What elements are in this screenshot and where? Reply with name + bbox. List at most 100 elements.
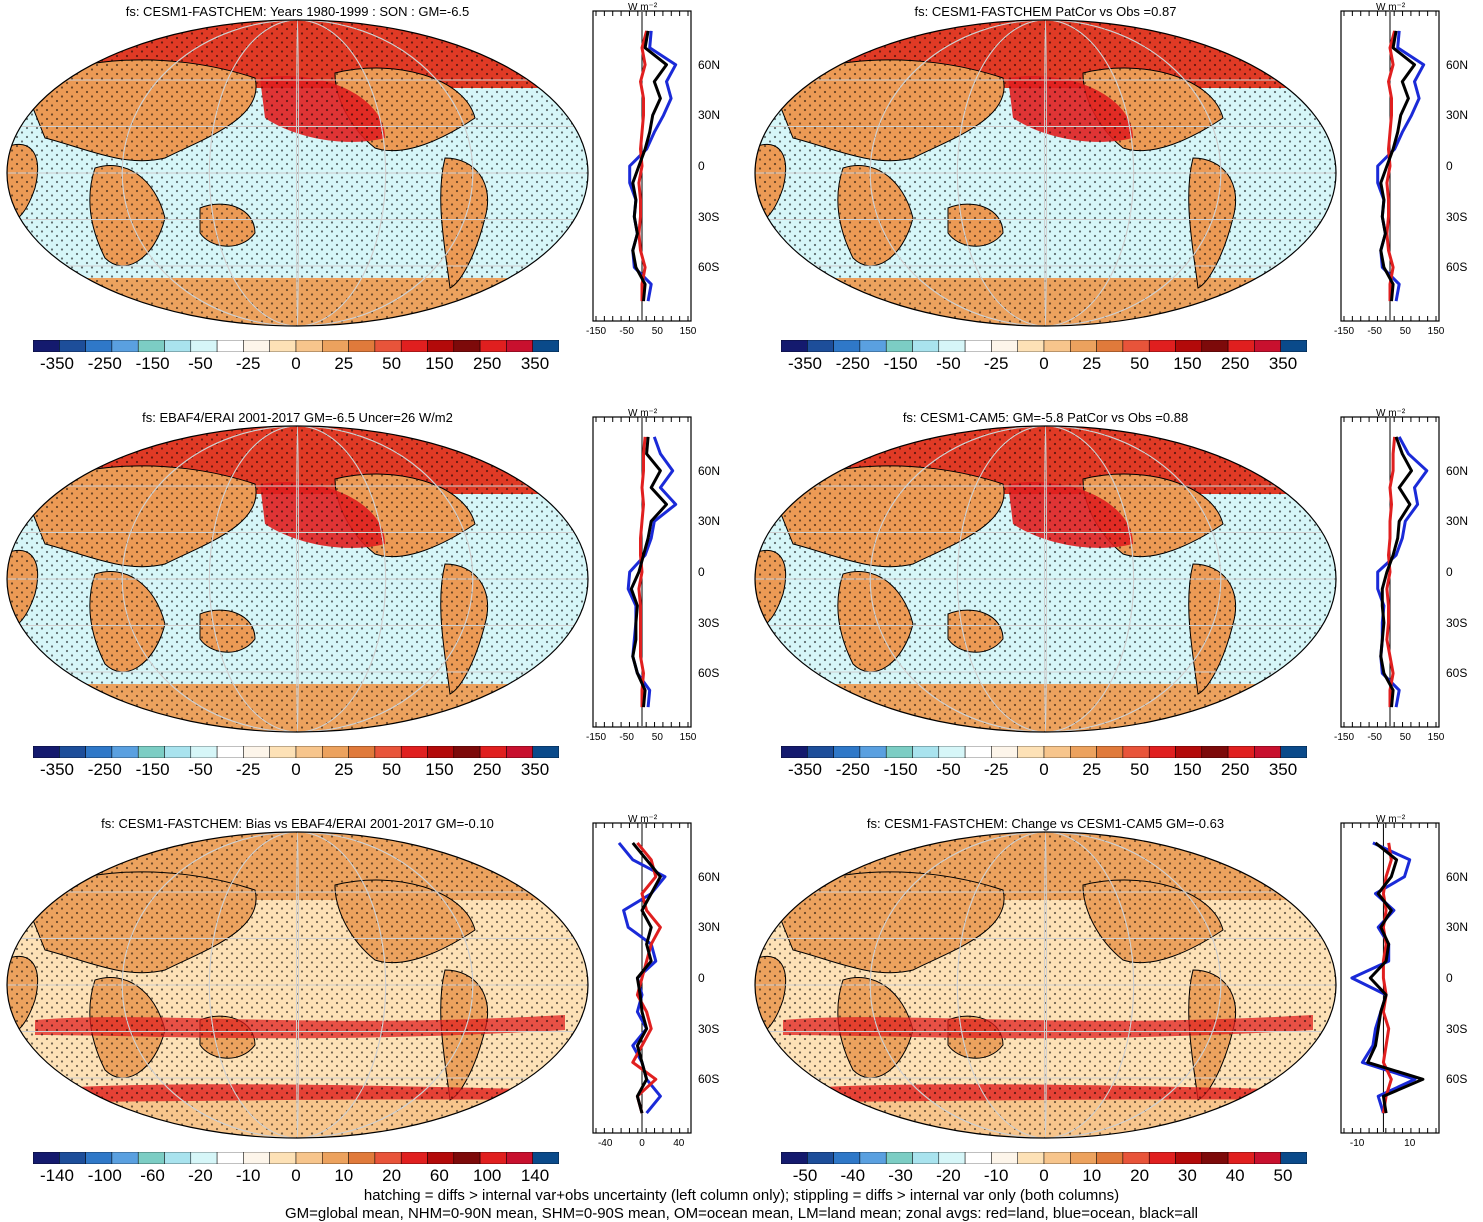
latitude-label: 30N bbox=[1446, 920, 1469, 935]
colorbar-tick-label: -150 bbox=[135, 760, 170, 779]
latitude-label: 60S bbox=[1446, 666, 1468, 681]
zonal-x-tick-label: -150 bbox=[1333, 732, 1355, 743]
latitude-label: 0 bbox=[1446, 159, 1453, 173]
colorbar-tick-label: 350 bbox=[1268, 354, 1298, 373]
zonal-x-tick-label: -50 bbox=[1367, 732, 1382, 743]
zonal-x-tick-label: 50 bbox=[651, 326, 663, 337]
latitude-label: 0 bbox=[1446, 971, 1453, 985]
latitude-label: 30S bbox=[698, 209, 720, 224]
colorbar-tick-label: 350 bbox=[520, 760, 550, 779]
zonal-unit-label: W m⁻² bbox=[628, 2, 658, 13]
latitude-label: 0 bbox=[698, 159, 705, 173]
colorbar-tick-label: -100 bbox=[87, 1166, 122, 1185]
colorbar-tick-label: -250 bbox=[835, 760, 870, 779]
colorbar-tick-label: 30 bbox=[1177, 1166, 1197, 1185]
zonal-x-tick-label: 50 bbox=[1399, 732, 1411, 743]
colorbar-tick-label: -250 bbox=[87, 354, 122, 373]
colorbar-tick-label: -150 bbox=[135, 354, 170, 373]
colorbar-labels: -350 -250 -150 -50 -25 0 25 50 150 250 350 bbox=[33, 354, 559, 376]
colorbar-tick-label: 0 bbox=[1039, 354, 1049, 373]
colorbar-tick-label: 0 bbox=[1039, 760, 1049, 779]
colorbar-tick-label: -350 bbox=[39, 354, 75, 373]
latitude-label: 30S bbox=[1446, 1021, 1468, 1036]
colorbar-tick-label: -50 bbox=[792, 1166, 818, 1185]
zonal-x-tick-label: -10 bbox=[1349, 1138, 1365, 1149]
colorbar-tick-label: -50 bbox=[188, 760, 213, 779]
colorbar-tick-label: 250 bbox=[473, 354, 502, 373]
zonal-mean-plot bbox=[1340, 822, 1440, 1134]
robinson-map bbox=[754, 831, 1337, 1139]
panel-title: fs: CESM1-FASTCHEM: Years 1980-1999 : SO… bbox=[125, 4, 470, 19]
latitude-label: 30N bbox=[698, 920, 721, 935]
colorbar bbox=[33, 340, 559, 352]
colorbar-tick-label: -350 bbox=[787, 354, 823, 373]
zonal-all-line bbox=[631, 30, 668, 302]
footer-line-2: GM=global mean, NHM=0-90N mean, SHM=0-90… bbox=[284, 1205, 1198, 1222]
latitude-label: 30N bbox=[698, 514, 721, 529]
colorbar-tick-label: -20 bbox=[188, 1166, 213, 1185]
colorbar-labels: -50 -40 -30 -20 -10 0 10 20 30 40 50 bbox=[781, 1166, 1307, 1188]
robinson-map bbox=[754, 425, 1337, 733]
zonal-all-line bbox=[1379, 436, 1413, 708]
zonal-mean-plot bbox=[1340, 416, 1440, 728]
colorbar-labels: -350 -250 -150 -50 -25 0 25 50 150 250 350 bbox=[33, 760, 559, 782]
zonal-x-tick-label: 150 bbox=[1427, 732, 1445, 743]
colorbar-tick-label: 150 bbox=[425, 760, 454, 779]
colorbar-labels: -350 -250 -150 -50 -25 0 25 50 150 250 350 bbox=[781, 354, 1307, 376]
zonal-x-tick-label: 150 bbox=[679, 732, 697, 743]
colorbar-tick-label: 25 bbox=[334, 760, 354, 779]
colorbar-tick-label: -60 bbox=[140, 1166, 165, 1185]
colorbar-tick-label: 10 bbox=[1082, 1166, 1102, 1185]
colorbar-tick-label: 20 bbox=[1130, 1166, 1150, 1185]
zonal-x-tick-label: 10 bbox=[1404, 1138, 1416, 1149]
colorbar-tick-label: 50 bbox=[1130, 354, 1150, 373]
colorbar-tick-label: 25 bbox=[1082, 760, 1102, 779]
latitude-label: 60N bbox=[698, 463, 721, 478]
colorbar-tick-label: -350 bbox=[787, 760, 823, 779]
robinson-map bbox=[6, 19, 589, 327]
latitude-label: 60S bbox=[1446, 1072, 1468, 1087]
colorbar-tick-label: 25 bbox=[1082, 354, 1102, 373]
zonal-unit-label: W m⁻² bbox=[628, 814, 658, 825]
latitude-label: 30S bbox=[1446, 615, 1468, 630]
zonal-x-tick-label: -50 bbox=[1367, 326, 1382, 337]
robinson-map bbox=[754, 19, 1337, 327]
colorbar-labels: -140 -100 -60 -20 -10 0 10 20 60 100 140 bbox=[33, 1166, 559, 1188]
colorbar-tick-label: -50 bbox=[188, 354, 213, 373]
latitude-label: 60S bbox=[1446, 260, 1468, 275]
colorbar-tick-label: -20 bbox=[936, 1166, 961, 1185]
colorbar-tick-label: -10 bbox=[983, 1166, 1009, 1185]
colorbar-tick-label: -150 bbox=[883, 760, 918, 779]
colorbar-tick-label: -140 bbox=[39, 1166, 75, 1185]
colorbar-tick-label: 50 bbox=[1273, 1166, 1293, 1185]
zonal-mean-plot bbox=[592, 416, 692, 728]
latitude-label: 60S bbox=[698, 260, 720, 275]
colorbar-tick-label: 350 bbox=[1268, 760, 1298, 779]
panel-title: fs: CESM1-FASTCHEM: Bias vs EBAF4/ERAI 2… bbox=[101, 816, 494, 831]
colorbar-tick-label: 60 bbox=[429, 1166, 449, 1185]
colorbar-tick-label: 40 bbox=[1225, 1166, 1245, 1185]
colorbar-tick-label: -25 bbox=[235, 760, 261, 779]
latitude-label: 30N bbox=[1446, 108, 1469, 123]
colorbar-tick-label: 100 bbox=[473, 1166, 502, 1185]
zonal-all-line bbox=[1366, 841, 1425, 1114]
colorbar-tick-label: 25 bbox=[334, 354, 354, 373]
colorbar bbox=[781, 1152, 1307, 1164]
latitude-label: 0 bbox=[1446, 565, 1453, 579]
zonal-land-line bbox=[1385, 436, 1397, 708]
zonal-land-line bbox=[1385, 30, 1397, 302]
zonal-x-tick-label: 50 bbox=[1399, 326, 1411, 337]
colorbar-tick-label: 140 bbox=[520, 1166, 550, 1185]
colorbar-tick-label: 50 bbox=[1130, 760, 1150, 779]
latitude-label: 60N bbox=[698, 869, 721, 884]
zonal-mean-plot bbox=[592, 822, 692, 1134]
panel-title: fs: EBAF4/ERAI 2001-2017 GM=-6.5 Uncer=2… bbox=[142, 410, 453, 425]
robinson-map bbox=[6, 831, 589, 1139]
latitude-label: 30N bbox=[1446, 514, 1469, 529]
panel-title: fs: CESM1-CAM5: GM=-5.8 PatCor vs Obs =0… bbox=[902, 410, 1189, 425]
colorbar-tick-label: 250 bbox=[1221, 354, 1250, 373]
latitude-label: 60N bbox=[1446, 57, 1469, 72]
panel-title: fs: CESM1-FASTCHEM PatCor vs Obs =0.87 bbox=[914, 4, 1177, 19]
zonal-x-tick-label: 150 bbox=[679, 326, 697, 337]
colorbar-tick-label: -150 bbox=[883, 354, 918, 373]
